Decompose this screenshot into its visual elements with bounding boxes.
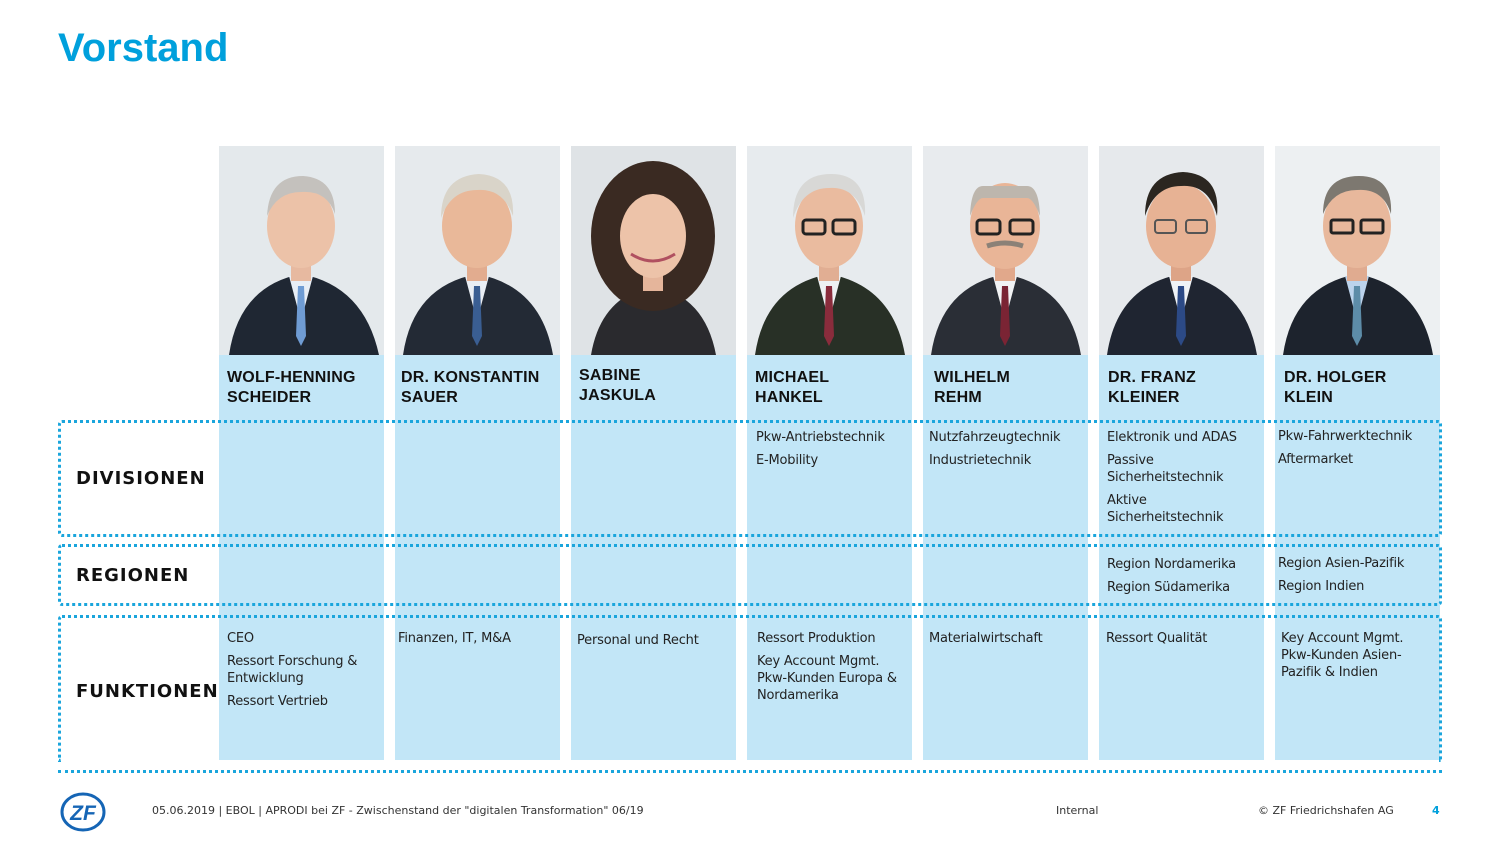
member-name-line: WILHELM bbox=[934, 369, 1011, 386]
regionen-row-frame bbox=[58, 544, 1442, 606]
member-name: MICHAEL HANKEL bbox=[755, 368, 913, 408]
member-name: DR. FRANZ KLEINER bbox=[1108, 368, 1266, 408]
zf-logo-icon: ZF bbox=[60, 792, 106, 832]
member-name-line: WOLF-HENNING bbox=[227, 369, 356, 386]
cell-item: Ressort Forschung & Entwicklung bbox=[227, 654, 358, 686]
portrait-photo bbox=[219, 146, 384, 355]
cell-item: Key Account Mgmt. Pkw-Kunden Europa & No… bbox=[757, 654, 897, 703]
footer-classification: Internal bbox=[1056, 804, 1099, 817]
cell-item: Aktive Sicherheitstechnik bbox=[1107, 493, 1224, 525]
portrait-photo bbox=[1099, 146, 1264, 355]
cell-item: Elektronik und ADAS bbox=[1107, 430, 1237, 445]
portrait-photo bbox=[571, 146, 736, 355]
member-name-line: MICHAEL bbox=[755, 369, 830, 386]
funktionen-cell: Materialwirtschaft bbox=[929, 630, 1089, 653]
member-name-line: DR. HOLGER bbox=[1284, 369, 1387, 386]
member-name: SABINE JASKULA bbox=[579, 366, 737, 406]
member-name-line: DR. KONSTANTIN bbox=[401, 369, 540, 386]
cell-item: Ressort Produktion bbox=[757, 631, 876, 646]
portrait-photo bbox=[747, 146, 912, 355]
cell-item: Personal und Recht bbox=[577, 633, 699, 648]
member-name-line: JASKULA bbox=[579, 387, 656, 404]
cell-item: Materialwirtschaft bbox=[929, 631, 1043, 646]
regionen-cell: Region Nordamerika Region Südamerika bbox=[1107, 556, 1267, 602]
funktionen-cell: Finanzen, IT, M&A bbox=[398, 630, 558, 653]
row-label-funktionen: FUNKTIONEN bbox=[76, 681, 219, 702]
cell-item: Pkw-Fahrwerktechnik bbox=[1278, 429, 1413, 444]
cell-item: Aftermarket bbox=[1278, 452, 1353, 467]
divisionen-cell: Pkw-Fahrwerktechnik Aftermarket bbox=[1278, 428, 1438, 474]
funktionen-cell: Ressort Produktion Key Account Mgmt. Pkw… bbox=[757, 630, 909, 710]
cell-item: Passive Sicherheitstechnik bbox=[1107, 453, 1224, 485]
cell-item: Region Asien-Pazifik bbox=[1278, 556, 1405, 571]
regionen-cell: Region Asien-Pazifik Region Indien bbox=[1278, 555, 1438, 601]
footer-copyright: © ZF Friedrichshafen AG bbox=[1258, 804, 1394, 817]
member-name-line: SCHEIDER bbox=[227, 389, 312, 406]
cell-item: Region Südamerika bbox=[1107, 580, 1230, 595]
member-name: DR. HOLGER KLEIN bbox=[1284, 368, 1442, 408]
member-name-line: SAUER bbox=[401, 389, 459, 406]
member-name-line: HANKEL bbox=[755, 389, 823, 406]
page-number: 4 bbox=[1432, 804, 1440, 817]
divisionen-cell: Pkw-Antriebstechnik E-Mobility bbox=[756, 429, 916, 475]
cell-item: Nutzfahrzeugtechnik bbox=[929, 430, 1061, 445]
row-label-divisionen: DIVISIONEN bbox=[76, 468, 206, 489]
funktionen-cell: Personal und Recht bbox=[577, 632, 737, 655]
member-name-line: REHM bbox=[934, 389, 982, 406]
divisionen-cell: Nutzfahrzeugtechnik Industrietechnik bbox=[929, 429, 1089, 475]
slide-title: Vorstand bbox=[58, 26, 229, 70]
member-name-line: DR. FRANZ bbox=[1108, 369, 1197, 386]
divisionen-cell: Elektronik und ADAS Passive Sicherheitst… bbox=[1107, 429, 1237, 532]
member-name: WOLF-HENNING SCHEIDER bbox=[227, 368, 385, 408]
cell-item: Industrietechnik bbox=[929, 453, 1032, 468]
funktionen-cell: CEO Ressort Forschung & Entwicklung Ress… bbox=[227, 630, 377, 716]
cell-item: Region Nordamerika bbox=[1107, 557, 1236, 572]
cell-item: Key Account Mgmt. Pkw-Kunden Asien-Pazif… bbox=[1281, 631, 1404, 680]
member-name-line: KLEIN bbox=[1284, 389, 1333, 406]
cell-item: Ressort Vertrieb bbox=[227, 694, 328, 709]
cell-item: Region Indien bbox=[1278, 579, 1365, 594]
member-name-line: KLEINER bbox=[1108, 389, 1180, 406]
portrait-photo bbox=[923, 146, 1088, 355]
member-name-line: SABINE bbox=[579, 367, 641, 384]
cell-item: Ressort Qualität bbox=[1106, 631, 1208, 646]
cell-item: Pkw-Antriebstechnik bbox=[756, 430, 885, 445]
member-name: DR. KONSTANTIN SAUER bbox=[401, 368, 559, 408]
row-label-regionen: REGIONEN bbox=[76, 565, 190, 586]
funktionen-cell: Key Account Mgmt. Pkw-Kunden Asien-Pazif… bbox=[1281, 630, 1421, 687]
funktionen-cell: Ressort Qualität bbox=[1106, 630, 1266, 653]
logo-text: ZF bbox=[69, 802, 97, 825]
portrait-photo bbox=[1275, 146, 1440, 355]
portrait-photo bbox=[395, 146, 560, 355]
cell-item: CEO bbox=[227, 631, 254, 646]
cell-item: E-Mobility bbox=[756, 453, 818, 468]
member-name: WILHELM REHM bbox=[934, 368, 1092, 408]
cell-item: Finanzen, IT, M&A bbox=[398, 631, 511, 646]
bottom-divider bbox=[58, 770, 1442, 773]
funktionen-row-frame bbox=[58, 615, 1442, 762]
footer-date-info: 05.06.2019 | EBOL | APRODI bei ZF - Zwis… bbox=[152, 804, 644, 817]
divisionen-row-frame bbox=[58, 420, 1442, 537]
